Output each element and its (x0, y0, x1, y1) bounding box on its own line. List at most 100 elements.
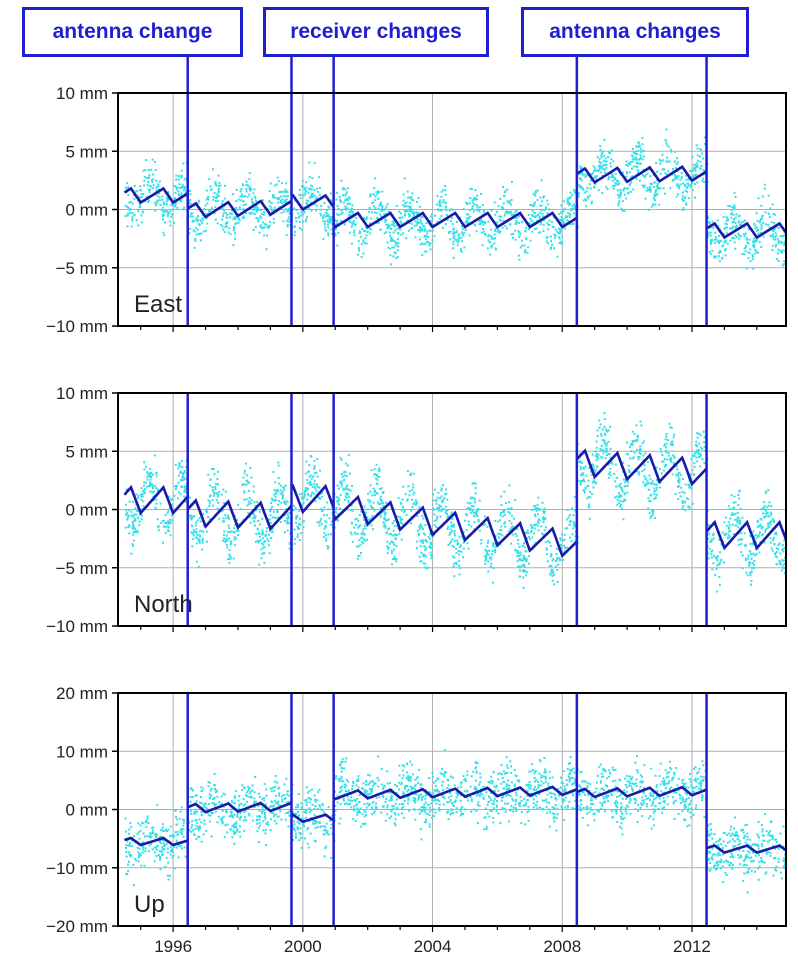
data-point (640, 151, 643, 153)
data-point (685, 178, 688, 181)
data-point (483, 232, 486, 235)
data-point (721, 256, 724, 259)
data-point (487, 539, 490, 542)
data-point (553, 247, 555, 250)
data-point (612, 176, 615, 179)
data-point (452, 231, 455, 233)
data-point (609, 447, 612, 450)
data-point (783, 242, 786, 245)
data-point (773, 553, 776, 555)
data-point (201, 548, 203, 551)
data-point (763, 516, 766, 519)
data-point (254, 515, 257, 518)
data-point (545, 206, 548, 209)
data-point (769, 541, 772, 544)
data-point (499, 230, 501, 233)
data-point (737, 526, 740, 529)
data-point (602, 452, 605, 455)
data-point (437, 209, 440, 212)
data-point (344, 495, 347, 498)
data-point (180, 174, 183, 177)
data-point (545, 237, 548, 239)
data-point (178, 193, 181, 196)
data-point (453, 227, 456, 230)
data-point (497, 520, 500, 523)
data-point (335, 228, 337, 230)
data-point (327, 214, 330, 217)
data-point (712, 562, 715, 565)
data-point (262, 829, 265, 832)
data-point (337, 498, 340, 501)
data-point (177, 190, 180, 193)
data-point (470, 525, 473, 528)
data-point (179, 810, 182, 813)
data-point (149, 832, 152, 835)
data-point (687, 184, 690, 187)
data-point (664, 172, 667, 175)
data-point (320, 522, 323, 525)
data-point (221, 207, 224, 210)
data-point (304, 193, 307, 196)
data-point (260, 224, 262, 227)
data-point (346, 202, 349, 205)
data-point (125, 830, 128, 833)
data-point (567, 516, 570, 519)
data-point (637, 142, 640, 144)
data-point (536, 189, 539, 192)
data-point (643, 483, 646, 486)
data-point (623, 209, 626, 212)
data-point (589, 179, 592, 182)
data-point (516, 528, 519, 530)
data-point (183, 206, 186, 209)
data-point (610, 158, 613, 161)
data-point (180, 806, 183, 809)
data-point (168, 522, 171, 525)
data-point (176, 497, 179, 500)
data-point (134, 857, 137, 860)
data-point (559, 537, 562, 540)
data-point (276, 511, 279, 514)
data-point (198, 199, 201, 202)
data-point (319, 208, 322, 211)
data-point (476, 510, 478, 513)
data-point (402, 199, 405, 202)
data-point (130, 826, 133, 829)
data-point (718, 242, 721, 245)
data-point (490, 209, 493, 212)
data-point (430, 557, 433, 560)
data-point (146, 195, 149, 198)
data-point (691, 455, 694, 458)
data-point (474, 501, 476, 504)
data-point (710, 539, 713, 541)
data-point (369, 484, 372, 487)
data-point (363, 216, 366, 219)
data-point (240, 199, 243, 202)
data-point (595, 459, 598, 461)
data-point (691, 502, 694, 505)
data-point (162, 231, 165, 234)
data-point (708, 547, 711, 550)
data-point (380, 215, 383, 218)
data-point (555, 560, 557, 562)
data-point (758, 551, 761, 554)
data-point (500, 504, 503, 507)
data-point (433, 235, 436, 238)
data-point (753, 237, 755, 240)
data-point (467, 506, 470, 509)
data-point (739, 521, 742, 524)
data-point (523, 542, 525, 545)
data-point (127, 194, 130, 196)
data-point (604, 433, 607, 436)
data-point (336, 220, 338, 222)
data-point (688, 480, 691, 483)
data-point (527, 214, 530, 216)
data-point (298, 509, 301, 512)
data-point (147, 200, 149, 203)
data-point (767, 224, 770, 227)
data-point (462, 208, 465, 211)
data-point (449, 542, 451, 545)
data-point (137, 831, 140, 834)
data-point (165, 197, 168, 200)
data-point (141, 851, 144, 854)
